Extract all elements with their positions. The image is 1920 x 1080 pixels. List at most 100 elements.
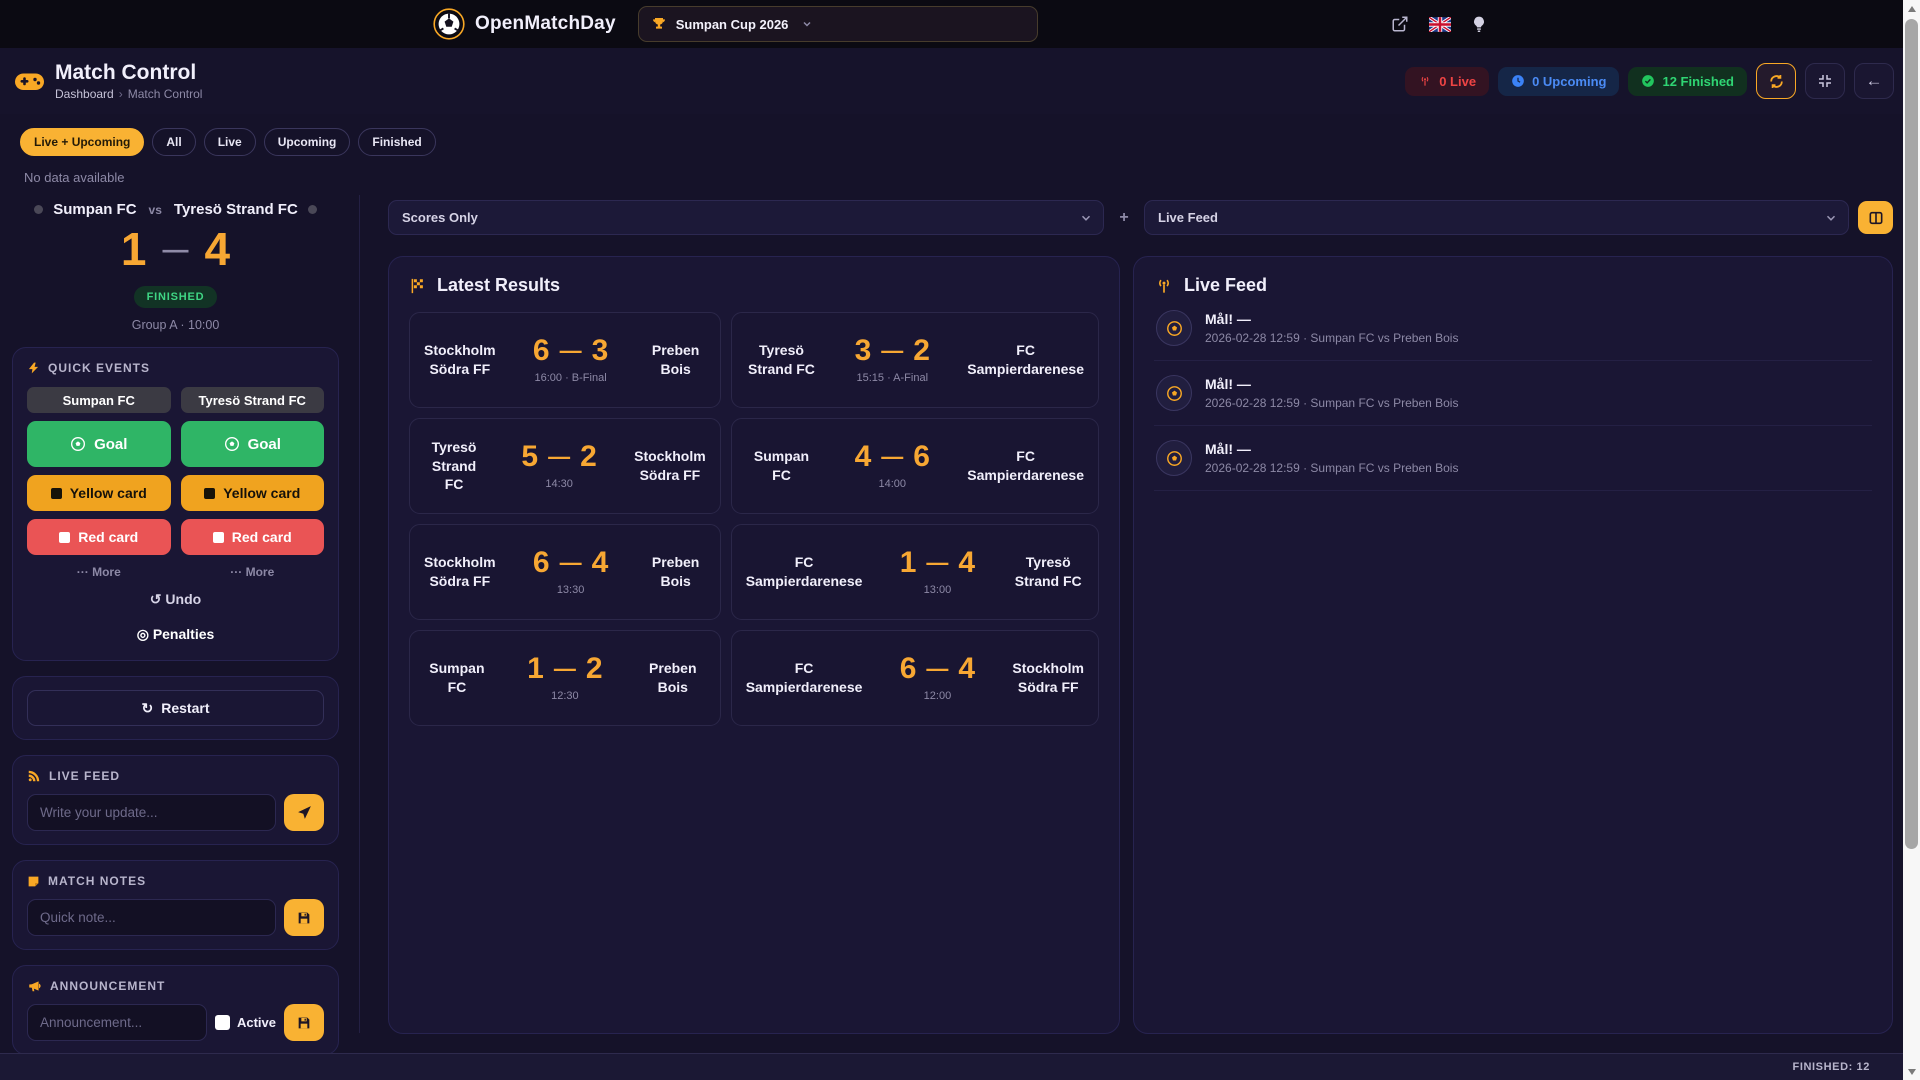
red-card-icon	[212, 531, 224, 543]
result-home-team: Tyresö Strand FC	[431, 438, 477, 493]
home-score: 1	[120, 223, 147, 275]
announcement-input[interactable]	[27, 1004, 207, 1041]
live-feed-input[interactable]	[27, 794, 276, 831]
more-dots-icon: ···	[76, 565, 89, 579]
vs-label: vs	[148, 202, 162, 217]
red-card-icon	[59, 531, 71, 543]
save-announcement-button[interactable]	[284, 1004, 324, 1041]
result-home-team: Sumpan FC	[753, 448, 810, 483]
result-meta: 14:00	[878, 478, 907, 490]
filter-tab[interactable]: Finished	[358, 128, 436, 156]
result-card[interactable]: Stockholm Södra FF 6 — 3 16:00 · B-Final…	[409, 312, 721, 408]
result-card[interactable]: Tyresö Strand FC 3 — 2 15:15 · A-Final F…	[730, 312, 1099, 408]
red-card-button[interactable]: Red card	[27, 519, 171, 555]
result-score: 1 — 4	[899, 546, 976, 579]
away-team-name: Tyresö Strand FC	[173, 201, 298, 218]
filter-tab[interactable]: Live + Upcoming	[20, 128, 145, 156]
more-events-link[interactable]: ··· More	[76, 565, 121, 579]
result-card[interactable]: Stockholm Södra FF 6 — 4 13:30 Preben Bo…	[409, 524, 721, 620]
result-meta: 13:30	[556, 584, 585, 596]
trophy-icon	[651, 16, 667, 32]
match-status-badge: FINISHED	[133, 286, 218, 308]
red-card-button[interactable]: Red card	[180, 519, 324, 555]
away-team-color-dot	[307, 205, 317, 214]
filter-tab[interactable]: Upcoming	[263, 128, 351, 156]
save-icon	[296, 1015, 312, 1031]
feed-item-meta: 2026-02-28 12:59 · Sumpan FC vs Preben B…	[1205, 396, 1459, 410]
lightbulb-icon[interactable]	[1471, 15, 1487, 33]
chevron-down-icon	[1824, 211, 1838, 228]
language-flag-icon[interactable]	[1429, 16, 1451, 32]
result-home-team: FC Sampierdarenese	[745, 660, 863, 695]
result-card[interactable]: Sumpan FC 1 — 2 12:30 Preben Bois	[409, 630, 721, 726]
goal-button[interactable]: Goal	[180, 421, 324, 467]
active-checkbox[interactable]	[214, 1015, 230, 1030]
result-away-team: Preben Bois	[649, 660, 697, 695]
refresh-button[interactable]	[1756, 63, 1796, 99]
restart-icon: ↻	[141, 699, 154, 716]
save-icon	[296, 910, 312, 926]
right-view-select[interactable]: Live Feed	[1144, 200, 1849, 235]
penalties-link[interactable]: ◎ Penalties	[136, 626, 215, 642]
layout-columns-button[interactable]	[1858, 201, 1893, 234]
score-dash: —	[162, 233, 189, 264]
quick-note-input[interactable]	[27, 899, 276, 936]
filter-tab[interactable]: Live	[203, 128, 256, 156]
result-score: 5 — 2	[521, 440, 597, 473]
goal-button[interactable]: Goal	[27, 421, 171, 467]
rss-icon	[27, 769, 41, 783]
breadcrumb-dashboard[interactable]: Dashboard	[55, 87, 114, 101]
brand: OpenMatchDay	[433, 8, 616, 40]
feed-item-title: Mål! —	[1205, 311, 1251, 327]
result-away-team: Stockholm Södra FF	[1012, 660, 1084, 695]
tournament-select[interactable]: Sumpan Cup 2026	[637, 6, 1038, 42]
yellow-card-button[interactable]: Yellow card	[180, 475, 324, 511]
result-home-team: Stockholm Södra FF	[424, 342, 496, 377]
breadcrumb: Dashboard › Match Control	[55, 87, 202, 101]
result-card[interactable]: Tyresö Strand FC 5 — 2 14:30 Stockholm S…	[409, 418, 721, 514]
result-away-team: FC Sampierdarenese	[967, 342, 1084, 377]
megaphone-icon	[27, 979, 42, 993]
compress-icon-button[interactable]	[1805, 63, 1845, 99]
result-away-team: FC Sampierdarenese	[967, 448, 1084, 483]
send-update-button[interactable]	[284, 794, 324, 831]
scroll-down-arrow[interactable]	[1903, 1063, 1920, 1080]
undo-icon: ↺	[149, 591, 162, 607]
latest-results-panel: Latest Results Stockholm Södra FF 6 — 3	[388, 256, 1120, 1034]
announcement-active-toggle[interactable]: Active	[214, 1015, 276, 1030]
home-team-color-dot	[34, 205, 44, 214]
result-away-team: Tyresö Strand FC	[1014, 554, 1082, 589]
filter-tab[interactable]: All	[152, 128, 196, 156]
result-home-team: FC Sampierdarenese	[745, 554, 863, 589]
send-icon	[296, 804, 313, 821]
add-view-button[interactable]: +	[1119, 208, 1129, 226]
away-score: 4	[204, 223, 231, 275]
result-away-team: Preben Bois	[651, 554, 700, 589]
back-arrow-icon: ←	[1865, 71, 1883, 90]
result-meta: 16:00 · B-Final	[534, 372, 607, 384]
feed-item-title: Mål! —	[1205, 376, 1251, 392]
yellow-card-button[interactable]: Yellow card	[27, 475, 171, 511]
scrollbar[interactable]	[1903, 0, 1920, 1080]
more-events-link[interactable]: ··· More	[230, 565, 275, 579]
result-meta: 15:15 · A-Final	[856, 372, 929, 384]
status-bar: FINISHED: 12	[0, 1053, 1920, 1080]
scroll-up-arrow[interactable]	[1903, 0, 1920, 17]
live-antenna-icon	[1154, 276, 1174, 296]
back-button[interactable]: ←	[1854, 63, 1894, 99]
penalties-icon: ◎	[136, 626, 149, 642]
goal-event-icon	[1156, 375, 1192, 411]
quick-events-column: Sumpan FC Goal Yellow card	[27, 387, 171, 581]
restart-button[interactable]: ↻ Restart	[27, 690, 324, 726]
columns-icon	[1868, 210, 1884, 226]
soccer-ball-logo-icon	[433, 8, 465, 40]
result-card[interactable]: FC Sampierdarenese 1 — 4 13:00 Tyresö St…	[730, 524, 1099, 620]
save-note-button[interactable]	[284, 899, 324, 936]
scrollbar-thumb[interactable]	[1905, 19, 1918, 849]
result-card[interactable]: Sumpan FC 4 — 6 14:00 FC Sampierdarenese	[730, 418, 1099, 514]
external-link-icon[interactable]	[1391, 15, 1409, 33]
undo-link[interactable]: ↺ Undo	[149, 591, 202, 607]
live-feed-composer-card: LIVE FEED	[12, 755, 339, 845]
result-card[interactable]: FC Sampierdarenese 6 — 4 12:00 Stockholm…	[730, 630, 1099, 726]
left-view-select[interactable]: Scores Only	[388, 200, 1104, 235]
